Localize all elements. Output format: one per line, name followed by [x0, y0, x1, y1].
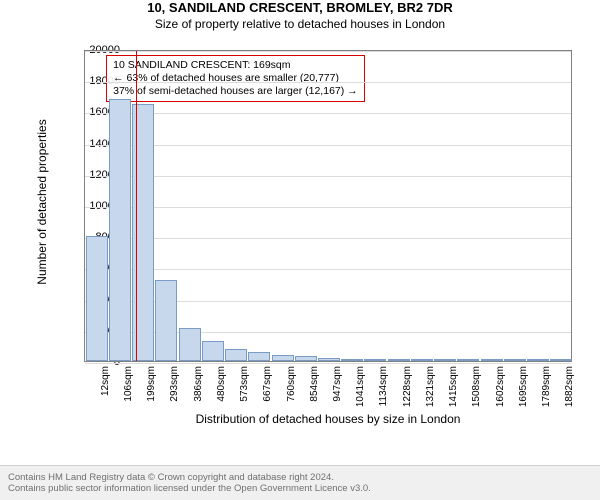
gridline	[85, 145, 571, 146]
x-tick-label: 1228sqm	[402, 366, 413, 407]
x-tick-label: 1415sqm	[448, 366, 459, 407]
x-tick-label: 854sqm	[309, 366, 320, 402]
histogram-bar	[318, 358, 340, 361]
footer-attribution: Contains HM Land Registry data © Crown c…	[0, 465, 600, 500]
histogram-bar	[155, 280, 177, 361]
x-tick-label: 1789sqm	[541, 366, 552, 407]
gridline	[85, 113, 571, 114]
x-tick-label: 1134sqm	[378, 366, 389, 406]
chart-area: Number of detached properties 0200040006…	[50, 42, 580, 422]
histogram-bar	[179, 328, 201, 361]
gridline	[85, 207, 571, 208]
histogram-bar	[388, 359, 410, 361]
histogram-bar	[481, 359, 503, 361]
x-axis-area: Distribution of detached houses by size …	[84, 364, 572, 414]
y-axis-label: Number of detached properties	[35, 119, 49, 284]
chart-subtitle: Size of property relative to detached ho…	[0, 17, 600, 31]
histogram-bar	[527, 359, 549, 361]
histogram-bar	[225, 349, 247, 361]
histogram-bar	[295, 356, 317, 361]
legend-line-3: 37% of semi-detached houses are larger (…	[113, 85, 358, 98]
x-tick-label: 1321sqm	[425, 366, 436, 407]
gridline	[85, 82, 571, 83]
x-tick-label: 386sqm	[193, 366, 204, 402]
x-tick-label: 1508sqm	[471, 366, 482, 407]
x-tick-label: 1041sqm	[355, 366, 366, 407]
x-tick-label: 1602sqm	[495, 366, 506, 407]
legend-box: 10 SANDILAND CRESCENT: 169sqm ← 63% of d…	[106, 55, 365, 102]
histogram-bar	[248, 352, 270, 361]
plot-region: 10 SANDILAND CRESCENT: 169sqm ← 63% of d…	[84, 50, 572, 362]
gridline	[85, 51, 571, 52]
histogram-bar	[341, 359, 363, 361]
x-tick-label: 1882sqm	[564, 366, 575, 407]
chart-title: 10, SANDILAND CRESCENT, BROMLEY, BR2 7DR	[0, 0, 600, 15]
x-tick-label: 1695sqm	[518, 366, 529, 407]
x-tick-label: 573sqm	[239, 366, 250, 402]
histogram-bar	[86, 236, 108, 361]
histogram-bar	[434, 359, 456, 361]
footer-line-1: Contains HM Land Registry data © Crown c…	[8, 472, 592, 483]
x-tick-label: 293sqm	[169, 366, 180, 402]
x-tick-label: 12sqm	[100, 366, 111, 396]
legend-line-1: 10 SANDILAND CRESCENT: 169sqm	[113, 59, 358, 72]
x-tick-label: 480sqm	[216, 366, 227, 402]
x-tick-label: 106sqm	[123, 366, 134, 402]
gridline	[85, 176, 571, 177]
histogram-bar	[202, 341, 224, 361]
property-marker-line	[136, 51, 137, 361]
footer-line-2: Contains public sector information licen…	[8, 483, 592, 494]
legend-line-2: ← 63% of detached houses are smaller (20…	[113, 72, 358, 85]
gridline	[85, 238, 571, 239]
histogram-bar	[272, 355, 294, 361]
x-axis-label: Distribution of detached houses by size …	[84, 412, 572, 426]
x-tick-label: 947sqm	[332, 366, 343, 402]
histogram-bar	[504, 359, 526, 361]
x-tick-label: 667sqm	[262, 366, 273, 402]
x-tick-label: 199sqm	[146, 366, 157, 402]
histogram-bar	[550, 359, 572, 361]
histogram-bar	[364, 359, 386, 361]
x-tick-label: 760sqm	[286, 366, 297, 402]
histogram-bar	[109, 99, 131, 361]
histogram-bar	[411, 359, 433, 361]
gridline	[85, 269, 571, 270]
histogram-bar	[457, 359, 479, 361]
